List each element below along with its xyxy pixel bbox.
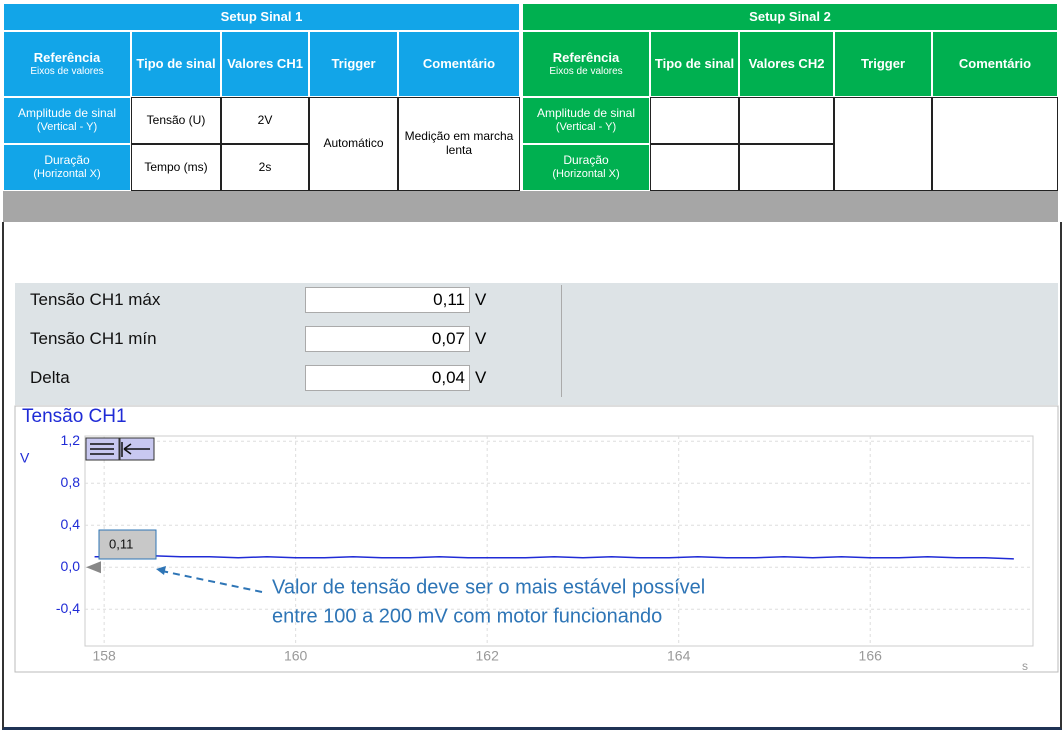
header-cell: Tipo de sinal [131,31,221,97]
header-cell: Trigger [834,31,932,97]
y-tick-label: 1,2 [61,432,81,448]
header-text: Tipo de sinal [136,55,216,71]
header-cell: Tipo de sinal [650,31,739,97]
data-text: 2s [258,159,272,174]
x-tick-label: 164 [667,648,691,664]
trigger-cell: Automático [309,97,398,191]
header-text: Comentário [958,55,1032,71]
y-tick-label: 0,8 [61,474,81,490]
measurement-label: Tensão CH1 mín [30,329,157,348]
x-tick-label: 162 [476,648,500,664]
y-tick-label: -0,4 [56,600,80,616]
comment-text: Medição em marcha lenta [404,129,514,157]
header-text: Trigger [331,55,376,71]
reference-sub: (Vertical - Y) [555,121,617,134]
measurement-value: 0,04 [305,365,470,391]
chart-title: Tensão CH1 [22,406,127,427]
data-text: Tensão (U) [146,112,206,127]
zero-marker [86,561,101,574]
reference-text: Amplitude de sinal [536,106,636,121]
annotation-arrow [161,570,263,593]
setup-title: Setup Sinal 1 [3,3,520,31]
y-unit: V [20,450,30,466]
header-text: Valores CH2 [748,55,825,71]
reference-sub: (Horizontal X) [552,168,620,181]
measurement-label: Delta [30,368,70,387]
reference-cell: Amplitude de sinal (Vertical - Y) [522,97,650,144]
panel-separator [561,285,562,397]
trigger-cell [834,97,932,191]
setup-title-text: Setup Sinal 2 [749,8,831,24]
header-text: Tipo de sinal [654,55,735,71]
header-text: Referência [552,49,620,65]
data-text: Tempo (ms) [144,159,208,174]
header-cell: Comentário [932,31,1058,97]
x-tick-label: 158 [92,648,116,664]
comment-cell [932,97,1058,191]
header-cell: Referência Eixos de valores [522,31,650,97]
measurement-label: Tensão CH1 máx [30,290,161,309]
header-note: Eixos de valores [30,65,104,77]
reference-text: Amplitude de sinal [17,106,117,121]
button-icon [90,442,150,457]
header-cell: Referência Eixos de valores [3,31,131,97]
reference-cell: Duração (Horizontal X) [3,144,131,191]
reference-cell: Amplitude de sinal (Vertical - Y) [3,97,131,144]
measurement-unit: V [475,329,487,348]
setup-title: Setup Sinal 2 [522,3,1058,31]
data-cell [650,144,739,191]
header-text: Valores CH1 [227,55,303,71]
trigger-text: Automático [323,136,384,151]
annotation-text: entre 100 a 200 mV com motor funcionando [272,605,662,627]
reference-sub: (Horizontal X) [33,168,101,181]
data-cell: 2V [221,97,309,144]
data-cell [650,97,739,144]
frame [2,222,1062,730]
data-cell: Tensão (U) [131,97,221,144]
data-cell: Tempo (ms) [131,144,221,191]
cursor-box [98,529,157,560]
header-text: Referência [33,49,101,65]
measurement-value: 0,07 [305,326,470,352]
x-tick-label: 160 [284,648,308,664]
comment-cell: Medição em marcha lenta [398,97,520,191]
gray-band [3,191,1058,222]
reference-text: Duração [563,153,609,168]
reference-text: Duração [44,153,90,168]
x-unit: s [1022,659,1028,673]
y-tick-label: 0,4 [61,516,81,532]
reference-cell: Duração (Horizontal X) [522,144,650,191]
header-note: Eixos de valores [549,65,623,77]
header-cell: Valores CH2 [739,31,834,97]
reference-sub: (Vertical - Y) [36,121,98,134]
arrow-head [156,566,166,575]
measurement-unit: V [475,368,487,387]
data-cell [739,144,834,191]
data-cell [739,97,834,144]
measurement-value: 0,11 [305,287,470,313]
measurement-unit: V [475,290,487,309]
x-tick-label: 166 [859,648,883,664]
header-cell: Trigger [309,31,398,97]
annotation-text: Valor de tensão deve ser o mais estável … [272,576,705,598]
header-cell: Valores CH1 [221,31,309,97]
y-tick-label: 0,0 [61,558,81,574]
header-cell: Comentário [398,31,520,97]
cursor-label: 0,11 [109,536,133,551]
plot-area [84,435,1034,647]
setup-title-text: Setup Sinal 1 [220,8,303,24]
signal-line [94,554,1014,560]
header-text: Trigger [860,55,906,71]
header-text: Comentário [422,55,496,71]
data-text: 2V [257,112,273,127]
data-cell: 2s [221,144,309,191]
measurement-panel: Tensão CH1 máx 0,11 V Tensão CH1 mín 0,07 V De… [15,283,1058,405]
